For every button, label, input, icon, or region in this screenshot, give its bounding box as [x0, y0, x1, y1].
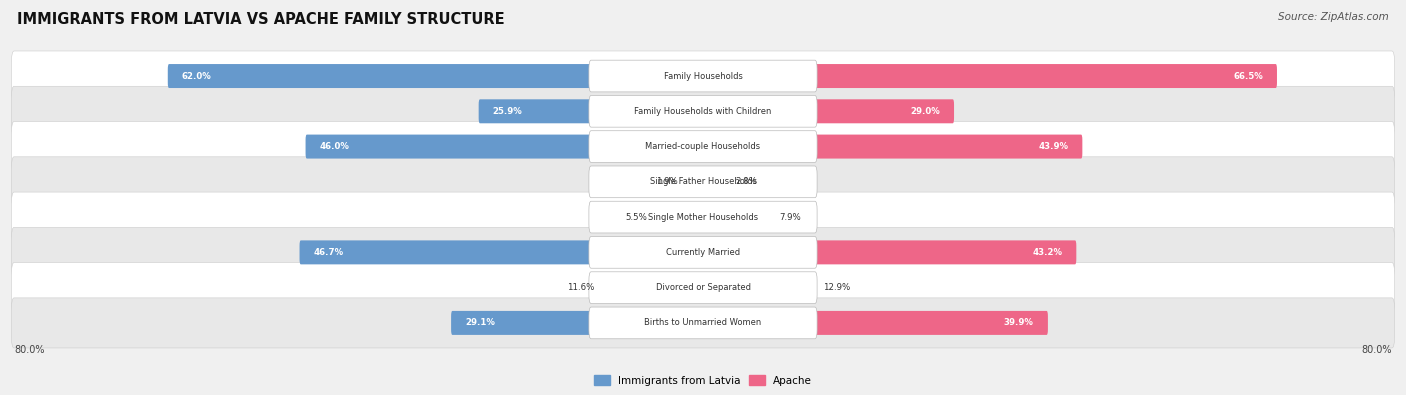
Text: Single Father Households: Single Father Households	[650, 177, 756, 186]
Text: 11.6%: 11.6%	[567, 283, 595, 292]
Text: 43.2%: 43.2%	[1032, 248, 1062, 257]
FancyBboxPatch shape	[11, 51, 1395, 101]
Text: Births to Unmarried Women: Births to Unmarried Women	[644, 318, 762, 327]
FancyBboxPatch shape	[451, 311, 704, 335]
FancyBboxPatch shape	[11, 298, 1395, 348]
Text: Source: ZipAtlas.com: Source: ZipAtlas.com	[1278, 12, 1389, 22]
Text: 29.1%: 29.1%	[465, 318, 495, 327]
FancyBboxPatch shape	[589, 60, 817, 92]
FancyBboxPatch shape	[305, 135, 704, 158]
FancyBboxPatch shape	[167, 64, 704, 88]
FancyBboxPatch shape	[702, 241, 1077, 264]
Text: 2.8%: 2.8%	[735, 177, 758, 186]
FancyBboxPatch shape	[702, 135, 1083, 158]
FancyBboxPatch shape	[589, 237, 817, 268]
FancyBboxPatch shape	[589, 96, 817, 127]
Text: Divorced or Separated: Divorced or Separated	[655, 283, 751, 292]
Text: 25.9%: 25.9%	[494, 107, 523, 116]
FancyBboxPatch shape	[11, 86, 1395, 136]
Text: Single Mother Households: Single Mother Households	[648, 213, 758, 222]
Text: 1.9%: 1.9%	[657, 177, 678, 186]
FancyBboxPatch shape	[589, 131, 817, 162]
FancyBboxPatch shape	[478, 99, 704, 123]
Text: 43.9%: 43.9%	[1038, 142, 1069, 151]
FancyBboxPatch shape	[589, 272, 817, 303]
Text: Currently Married: Currently Married	[666, 248, 740, 257]
FancyBboxPatch shape	[11, 157, 1395, 207]
FancyBboxPatch shape	[11, 263, 1395, 313]
Text: IMMIGRANTS FROM LATVIA VS APACHE FAMILY STRUCTURE: IMMIGRANTS FROM LATVIA VS APACHE FAMILY …	[17, 12, 505, 27]
Text: 66.5%: 66.5%	[1233, 71, 1263, 81]
Text: 5.5%: 5.5%	[626, 213, 647, 222]
FancyBboxPatch shape	[702, 170, 728, 194]
FancyBboxPatch shape	[589, 307, 817, 339]
Text: 29.0%: 29.0%	[910, 107, 939, 116]
Text: 39.9%: 39.9%	[1004, 318, 1033, 327]
Legend: Immigrants from Latvia, Apache: Immigrants from Latvia, Apache	[591, 371, 815, 390]
FancyBboxPatch shape	[702, 99, 955, 123]
Text: 80.0%: 80.0%	[1361, 345, 1392, 355]
FancyBboxPatch shape	[589, 201, 817, 233]
Text: 7.9%: 7.9%	[780, 213, 801, 222]
FancyBboxPatch shape	[602, 276, 704, 300]
Text: 62.0%: 62.0%	[181, 71, 212, 81]
FancyBboxPatch shape	[11, 228, 1395, 277]
Text: 80.0%: 80.0%	[14, 345, 45, 355]
FancyBboxPatch shape	[589, 166, 817, 198]
FancyBboxPatch shape	[654, 205, 704, 229]
Text: Family Households: Family Households	[664, 71, 742, 81]
Text: 46.0%: 46.0%	[319, 142, 350, 151]
FancyBboxPatch shape	[299, 241, 704, 264]
FancyBboxPatch shape	[11, 122, 1395, 171]
Text: 12.9%: 12.9%	[823, 283, 851, 292]
FancyBboxPatch shape	[702, 276, 815, 300]
FancyBboxPatch shape	[702, 205, 772, 229]
FancyBboxPatch shape	[702, 64, 1277, 88]
FancyBboxPatch shape	[685, 170, 704, 194]
FancyBboxPatch shape	[11, 192, 1395, 242]
Text: Family Households with Children: Family Households with Children	[634, 107, 772, 116]
FancyBboxPatch shape	[702, 311, 1047, 335]
Text: Married-couple Households: Married-couple Households	[645, 142, 761, 151]
Text: 46.7%: 46.7%	[314, 248, 344, 257]
